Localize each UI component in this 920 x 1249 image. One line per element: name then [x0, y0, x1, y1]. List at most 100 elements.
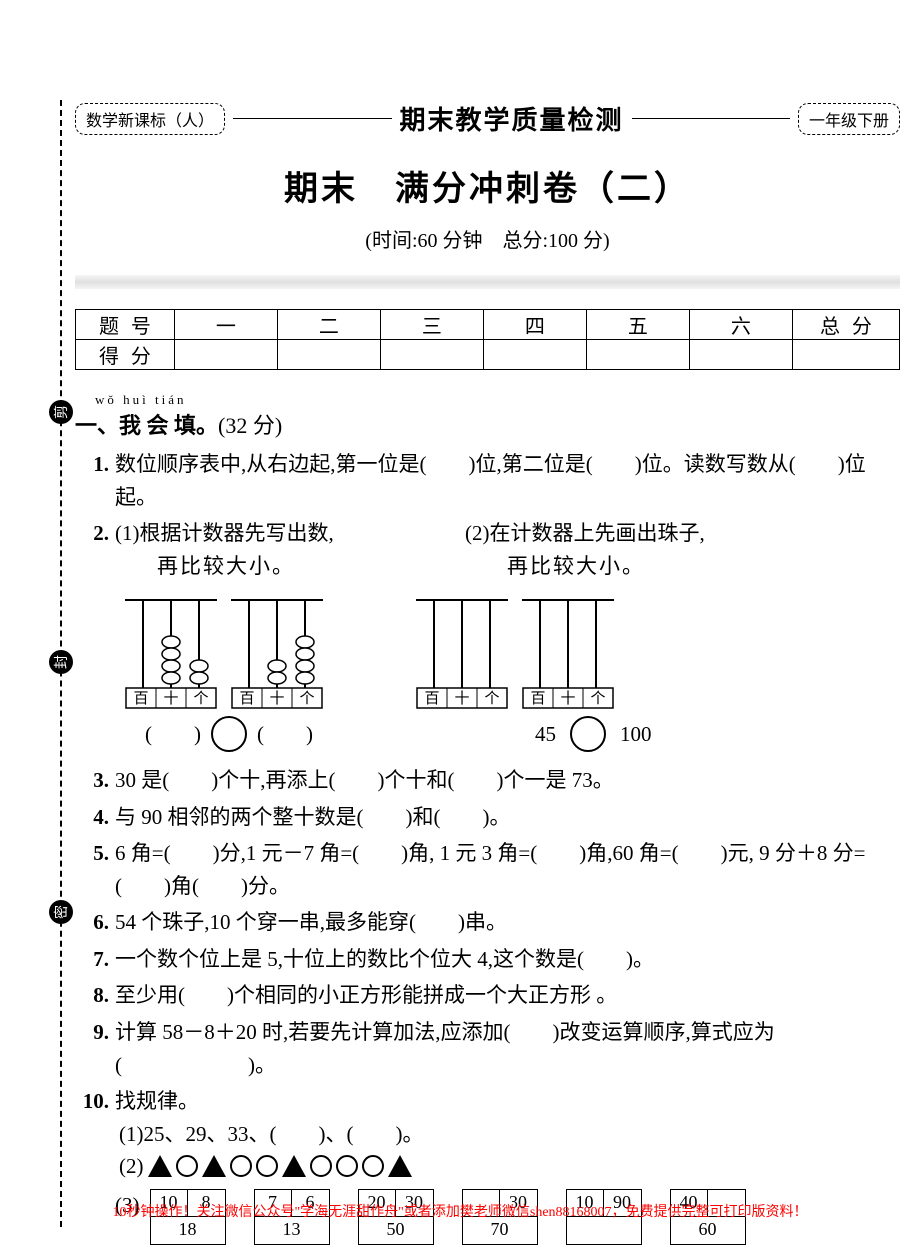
- question-number: 7.: [75, 943, 109, 976]
- q10-part2: (2): [119, 1150, 900, 1183]
- td-blank: [380, 340, 483, 370]
- compare-row: ( ) ( ) 45 100: [125, 716, 900, 752]
- abacus-row: 百 十 个: [125, 590, 900, 710]
- question-body: 数位顺序表中,从右边起,第一位是( )位,第二位是( )位。读数写数从( )位起…: [115, 448, 900, 513]
- side-marker-2: 封: [49, 650, 73, 674]
- triangle-icon: [388, 1155, 412, 1177]
- question-list: 1. 数位顺序表中,从右边起,第一位是( )位,第二位是( )位。读数写数从( …: [75, 448, 900, 1245]
- decorative-bar: [75, 275, 900, 289]
- circle-icon: [362, 1155, 384, 1177]
- svg-text:个: 个: [193, 690, 208, 707]
- q10-p2-label: (2): [119, 1150, 144, 1183]
- question-9: 9. 计算 58－8＋20 时,若要先计算加法,应添加( )改变运算顺序,算式应…: [75, 1016, 900, 1081]
- svg-text:个: 个: [299, 690, 314, 707]
- circle-icon: [336, 1155, 358, 1177]
- th-col: 五: [586, 310, 689, 340]
- q2-part2-line2: 再比较大小。: [507, 554, 645, 578]
- compare-left: ( ) ( ): [125, 716, 505, 752]
- circle-icon: [256, 1155, 278, 1177]
- question-4: 4. 与 90 相邻的两个整十数是( )和( )。: [75, 801, 900, 834]
- question-7: 7. 一个数个位上是 5,十位上的数比个位大 4,这个数是( )。: [75, 943, 900, 976]
- compare-circle-icon: [570, 716, 606, 752]
- abacus-4: 百 十 个: [522, 590, 612, 710]
- th-col: 三: [380, 310, 483, 340]
- svg-text:十: 十: [269, 690, 284, 707]
- header-row: 数学新课标（人） 期末教学质量检测 一年级下册: [75, 100, 900, 137]
- question-number: 9.: [75, 1016, 109, 1081]
- question-1: 1. 数位顺序表中,从右边起,第一位是( )位,第二位是( )位。读数写数从( …: [75, 448, 900, 513]
- section-heading: 一、我 会 填。(32 分): [75, 408, 900, 440]
- svg-text:百: 百: [239, 691, 254, 707]
- td-blank: [483, 340, 586, 370]
- th-col: 二: [277, 310, 380, 340]
- svg-text:个: 个: [590, 690, 605, 707]
- svg-text:个: 个: [484, 690, 499, 707]
- question-number: 2.: [75, 517, 109, 582]
- sub-title: (时间:60 分钟 总分:100 分): [75, 224, 900, 253]
- th-col: 四: [483, 310, 586, 340]
- compare-value-l: 45: [535, 718, 556, 751]
- question-2: 2. (1)根据计数器先写出数, 再比较大小。 (2)在计数器上先画出珠子, 再…: [75, 517, 900, 582]
- pinyin-annotation: wǒ huì tián: [95, 392, 900, 408]
- td-blank: [689, 340, 792, 370]
- compare-value-r: 100: [620, 718, 652, 751]
- q2-part2-line1: (2)在计数器上先画出珠子,: [465, 521, 705, 545]
- td-label: 得分: [76, 340, 175, 370]
- question-body: 54 个珠子,10 个穿一串,最多能穿( )串。: [115, 906, 900, 939]
- abacus-2: 百 十 个: [231, 590, 321, 710]
- th-col: 总分: [792, 310, 899, 340]
- page-content: 数学新课标（人） 期末教学质量检测 一年级下册 期末 满分冲刺卷（二） (时间:…: [75, 100, 900, 1249]
- abacus-1: 百 十 个: [125, 590, 215, 710]
- td-blank: [792, 340, 899, 370]
- circle-icon: [310, 1155, 332, 1177]
- main-title: 期末 满分冲刺卷（二）: [75, 161, 900, 210]
- q10-label: 找规律。: [115, 1089, 199, 1113]
- compare-circle-icon: [211, 716, 247, 752]
- q10-part1: (1)25、29、33、( )、( )。: [119, 1118, 900, 1151]
- side-marker-3: 密: [49, 900, 73, 924]
- question-body: 至少用( )个相同的小正方形能拼成一个大正方形 。: [115, 979, 900, 1012]
- question-number: 5.: [75, 837, 109, 902]
- header-right-pill: 一年级下册: [798, 103, 900, 135]
- question-body: (1)根据计数器先写出数, 再比较大小。 (2)在计数器上先画出珠子, 再比较大…: [115, 517, 900, 582]
- header-line-left: [233, 118, 391, 119]
- header-left-pill: 数学新课标（人）: [75, 103, 225, 135]
- compare-right: 45 100: [535, 716, 652, 752]
- question-5: 5. 6 角=( )分,1 元－7 角=( )角, 1 元 3 角=( )角,6…: [75, 837, 900, 902]
- question-number: 3.: [75, 764, 109, 797]
- question-number: 4.: [75, 801, 109, 834]
- td-blank: [586, 340, 689, 370]
- circle-icon: [176, 1155, 198, 1177]
- abacus-pair-right: 百 十 个 百 十: [416, 590, 612, 710]
- question-body: 30 是( )个十,再添上( )个十和( )个一是 73。: [115, 764, 900, 797]
- svg-text:十: 十: [163, 690, 178, 707]
- svg-text:百: 百: [133, 691, 148, 707]
- section-title: 一、我 会 填。: [75, 413, 218, 438]
- td-blank: [277, 340, 380, 370]
- circle-icon: [230, 1155, 252, 1177]
- header-center-title: 期末教学质量检测: [400, 100, 624, 137]
- side-marker-1: 剪: [49, 400, 73, 424]
- svg-text:百: 百: [530, 691, 545, 707]
- abacus-3: 百 十 个: [416, 590, 506, 710]
- table-row: 题号 一 二 三 四 五 六 总分: [76, 310, 900, 340]
- compare-blank-r: ( ): [257, 718, 313, 751]
- svg-text:十: 十: [454, 690, 469, 707]
- abacus-pair-left: 百 十 个: [125, 590, 321, 710]
- question-number: 1.: [75, 448, 109, 513]
- question-body: 6 角=( )分,1 元－7 角=( )角, 1 元 3 角=( )角,60 角…: [115, 837, 900, 902]
- question-body: 计算 58－8＋20 时,若要先计算加法,应添加( )改变运算顺序,算式应为( …: [115, 1016, 900, 1081]
- footer-note: 10秒钟操作！关注微信公众号"学海无涯甜作舟"或者添加樊老师微信shen8816…: [0, 1201, 920, 1221]
- question-3: 3. 30 是( )个十,再添上( )个十和( )个一是 73。: [75, 764, 900, 797]
- table-row: 得分: [76, 340, 900, 370]
- score-table: 题号 一 二 三 四 五 六 总分 得分: [75, 309, 900, 370]
- th-label: 题号: [76, 310, 175, 340]
- triangle-icon: [202, 1155, 226, 1177]
- question-body: 一个数个位上是 5,十位上的数比个位大 4,这个数是( )。: [115, 943, 900, 976]
- header-line-right: [632, 118, 790, 119]
- svg-text:百: 百: [424, 691, 439, 707]
- q2-part1-line1: (1)根据计数器先写出数,: [115, 521, 334, 545]
- td-blank: [174, 340, 277, 370]
- question-6: 6. 54 个珠子,10 个穿一串,最多能穿( )串。: [75, 906, 900, 939]
- question-number: 8.: [75, 979, 109, 1012]
